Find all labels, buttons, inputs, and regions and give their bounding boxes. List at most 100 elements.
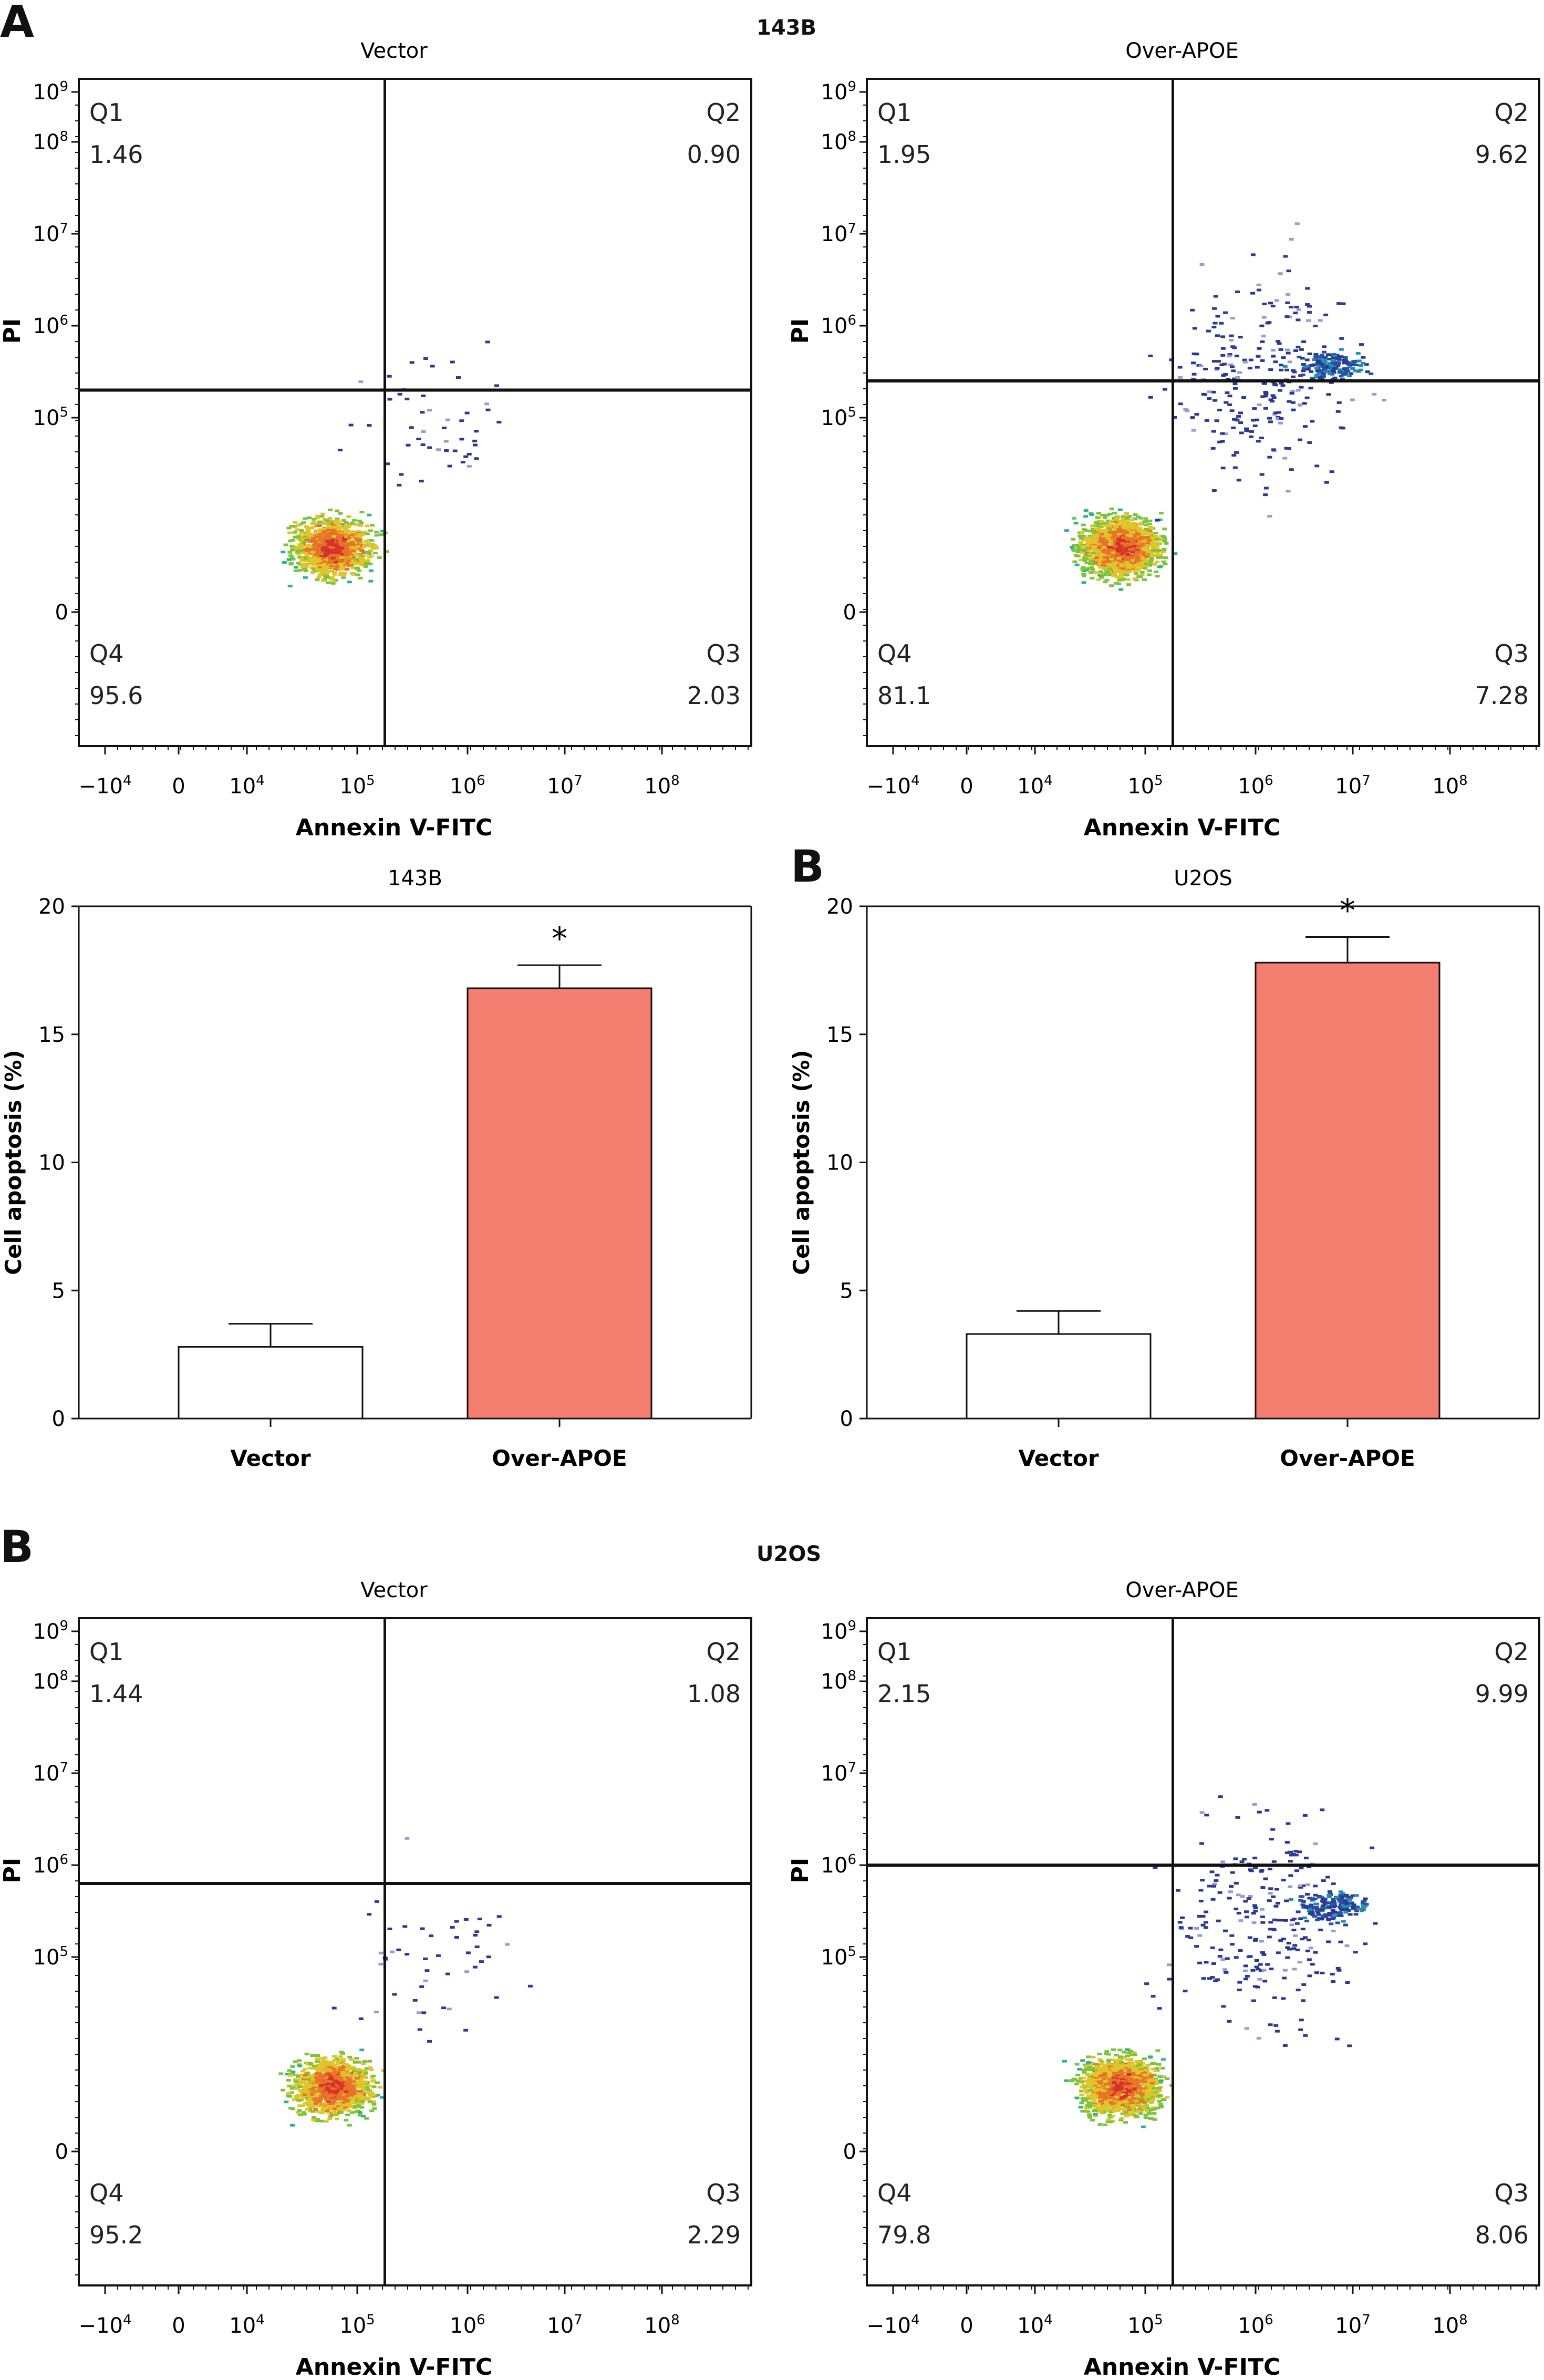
x-tick-label: 0 [960,2314,973,2338]
event-dot [333,2079,338,2083]
event-dot [297,543,303,546]
event-dot [356,2070,361,2073]
event-dot [346,560,351,563]
event-dot [318,572,324,575]
event-dot [1114,561,1119,564]
event-dot [307,533,312,536]
event-dot [324,574,329,577]
event-dot [302,535,307,538]
event-dot [344,531,349,534]
event-dot [423,357,428,360]
event-dot [339,556,344,559]
event-dot [1115,535,1120,539]
event-dot [1110,560,1115,563]
event-dot [1314,376,1319,379]
event-dot [1336,358,1342,361]
event-dot [1296,308,1301,312]
event-dot [347,581,352,584]
event-dot [304,2086,309,2089]
event-dot [336,2107,341,2110]
event-dot [1211,489,1217,492]
event-dot [1154,560,1159,563]
event-dot [1262,382,1267,385]
event-dot [1135,546,1141,550]
event-dot [341,2071,346,2074]
event-dot [1092,543,1097,546]
event-dot [334,522,339,525]
event-dot [345,554,350,557]
event-dot [1340,427,1345,430]
event-dot [1106,560,1112,563]
event-dot [299,531,305,534]
event-dot [1100,572,1105,575]
event-dot [1304,396,1310,399]
event-dot [341,519,346,522]
event-dot [303,2074,308,2077]
event-dot [330,582,336,585]
event-dot [308,2063,314,2066]
event-dot [1119,560,1124,563]
event-dot [1215,334,1220,337]
event-dot [1267,417,1272,420]
event-dot [1151,549,1156,552]
event-dot [1276,417,1281,420]
event-dot [1276,411,1281,414]
event-dot [1329,470,1334,473]
event-dot [347,2124,352,2127]
event-dot [1226,378,1231,381]
event-dot [1102,573,1107,576]
event-dot [306,2078,312,2081]
event-dot [340,549,346,552]
event-dot [368,580,374,583]
event-dot [358,576,363,580]
event-dot [333,567,338,571]
event-dot [1125,578,1131,581]
event-dot [1144,565,1149,568]
event-dot [329,570,335,573]
event-dot [371,547,376,550]
event-dot [1236,479,1241,482]
event-dot [1286,490,1291,493]
event-dot [357,520,362,523]
quadrant-value-q3: 7.28 [1475,681,1529,710]
event-dot [1155,551,1160,554]
event-dot [1091,545,1096,548]
event-dot [1191,429,1196,432]
y-tick-label: 0 [55,601,68,625]
plot-frame [78,1617,752,2286]
event-dot [1112,560,1117,563]
event-dot [1147,530,1153,533]
event-dot [1091,547,1096,550]
event-dot [346,2083,351,2086]
event-dot [1332,376,1338,379]
event-dot [358,554,364,557]
event-dot [1255,418,1260,421]
event-dot [1107,530,1112,533]
event-dot [355,573,360,576]
x-tick-label: 0 [960,774,973,799]
event-dot [301,2111,306,2114]
event-dot [339,546,345,550]
event-dot [1112,532,1117,535]
event-dot [336,2060,341,2063]
event-dot [1322,345,1327,348]
event-dot [298,2078,304,2081]
event-dot [338,449,343,452]
event-dot [310,551,315,554]
event-dot [1296,346,1301,349]
event-dot [1102,553,1107,556]
event-dot [1087,543,1092,546]
event-dot [1123,563,1128,566]
event-dot [1157,565,1162,568]
event-dot [1115,522,1121,525]
event-dot [1094,556,1100,560]
event-dot [1096,512,1101,515]
event-dot [1309,370,1314,373]
event-dot [1163,388,1168,391]
y-tick-label: 106 [33,313,68,338]
event-dot [343,527,348,530]
quadrant-value-q3: 2.03 [687,681,741,710]
event-dot [1338,370,1343,374]
event-dot [341,2074,347,2077]
event-dot [345,552,350,555]
